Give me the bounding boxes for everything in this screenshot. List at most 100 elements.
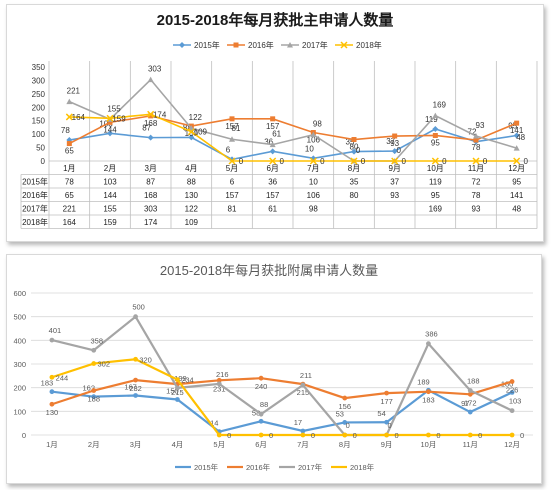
table-cell: 88 bbox=[187, 178, 196, 187]
data-label: 54 bbox=[377, 409, 385, 418]
data-point bbox=[432, 132, 438, 138]
data-point bbox=[49, 374, 55, 380]
data-label: 80 bbox=[350, 143, 359, 152]
table-cell: 80 bbox=[350, 191, 359, 200]
table-cell: 122 bbox=[185, 205, 199, 214]
data-label: 500 bbox=[132, 303, 145, 312]
data-label: 87 bbox=[142, 124, 151, 133]
x-tick-label: 1月 bbox=[46, 440, 58, 449]
data-point bbox=[216, 432, 222, 438]
data-point bbox=[107, 119, 113, 125]
series-2016年: 130 188 232 215 231 240 215 156 177 183 172 226 bbox=[46, 375, 519, 417]
data-label: 157 bbox=[266, 122, 280, 131]
data-label: 95 bbox=[508, 121, 517, 130]
data-point bbox=[509, 432, 515, 438]
table-cell: 36 bbox=[268, 178, 277, 187]
data-label: 189 bbox=[417, 377, 430, 386]
legend-label-2017年: 2017年 bbox=[302, 40, 328, 50]
data-label: 103 bbox=[509, 397, 522, 406]
data-point bbox=[258, 432, 264, 438]
data-label: 0 bbox=[401, 157, 406, 166]
table-cell: 87 bbox=[146, 178, 155, 187]
y-tick-label: 600 bbox=[13, 289, 26, 298]
series-line-2017年 bbox=[51, 315, 513, 437]
data-point bbox=[91, 347, 97, 353]
data-label: 234 bbox=[181, 376, 194, 385]
data-point bbox=[300, 432, 306, 438]
table-cell: 109 bbox=[185, 218, 199, 227]
y-tick-label: 500 bbox=[13, 313, 26, 322]
data-label: 155 bbox=[107, 104, 121, 113]
data-label: 215 bbox=[297, 388, 310, 397]
data-point bbox=[467, 391, 473, 397]
data-point bbox=[147, 134, 154, 141]
data-label: 157 bbox=[225, 122, 239, 131]
table-series-label: 2017年 bbox=[22, 204, 48, 214]
table-cell: 78 bbox=[472, 191, 481, 200]
data-label: 0 bbox=[520, 431, 524, 440]
data-point bbox=[91, 361, 97, 366]
data-label: 0 bbox=[353, 431, 357, 440]
data-label: 72 bbox=[468, 128, 477, 137]
data-point bbox=[300, 382, 306, 388]
data-point bbox=[148, 113, 154, 119]
data-label: 226 bbox=[506, 386, 519, 395]
data-point bbox=[229, 116, 235, 122]
series-line-2017年 bbox=[69, 78, 517, 162]
legend-label-2017年: 2017年 bbox=[298, 462, 323, 472]
legend-label-2015年: 2015年 bbox=[194, 462, 219, 472]
data-point bbox=[509, 379, 515, 384]
data-label: 0 bbox=[436, 431, 440, 440]
data-point bbox=[91, 394, 97, 400]
chart-title: 2015-2018年每月获批主申请人数量 bbox=[157, 11, 394, 29]
data-label: 0 bbox=[387, 421, 391, 430]
data-point bbox=[392, 133, 398, 139]
data-label: 174 bbox=[153, 110, 167, 119]
y-tick-label: 200 bbox=[13, 384, 26, 393]
y-tick-label: 100 bbox=[32, 130, 46, 139]
series-line-2018年 bbox=[51, 358, 513, 437]
data-point bbox=[49, 401, 55, 407]
data-label: 0 bbox=[320, 157, 325, 166]
series-line-2016年 bbox=[51, 377, 513, 406]
table-cell: 35 bbox=[350, 178, 359, 187]
table-cell: 130 bbox=[185, 191, 199, 200]
data-point bbox=[426, 389, 431, 395]
data-point bbox=[350, 157, 358, 165]
data-label: 61 bbox=[272, 130, 281, 139]
x-tick-label: 9月 bbox=[381, 440, 393, 449]
data-label: 14 bbox=[210, 419, 218, 428]
data-point bbox=[133, 377, 138, 383]
data-point bbox=[300, 428, 306, 434]
table-cell: 95 bbox=[512, 178, 521, 187]
x-tick-label: 11月 bbox=[468, 164, 484, 173]
legend-label-2016年: 2016年 bbox=[246, 462, 271, 472]
x-tick-label: 10月 bbox=[420, 440, 436, 449]
data-label: 0 bbox=[394, 431, 398, 440]
table-cell: 48 bbox=[512, 205, 521, 214]
legend: 2015年 2016年 2017年 2018年 bbox=[173, 40, 382, 50]
y-tick-label: 50 bbox=[36, 144, 45, 153]
data-point bbox=[258, 418, 264, 424]
data-label: 0 bbox=[279, 157, 284, 166]
data-point bbox=[258, 375, 264, 381]
data-point bbox=[269, 157, 277, 165]
data-point bbox=[473, 133, 479, 139]
table-cell: 164 bbox=[63, 218, 77, 227]
data-label: 109 bbox=[194, 128, 208, 137]
data-label: 231 bbox=[213, 384, 226, 393]
data-label: 0 bbox=[361, 157, 366, 166]
data-point bbox=[351, 137, 357, 143]
table-cell: 159 bbox=[103, 218, 117, 227]
data-label: 88 bbox=[260, 400, 268, 409]
data-label: 0 bbox=[478, 431, 482, 440]
data-label: 81 bbox=[232, 124, 241, 133]
data-point bbox=[269, 148, 276, 155]
y-tick-label: 150 bbox=[32, 117, 46, 126]
data-point bbox=[310, 131, 317, 138]
table-cell: 10 bbox=[309, 178, 318, 187]
table-cell: 144 bbox=[103, 191, 117, 200]
data-point bbox=[384, 390, 389, 396]
